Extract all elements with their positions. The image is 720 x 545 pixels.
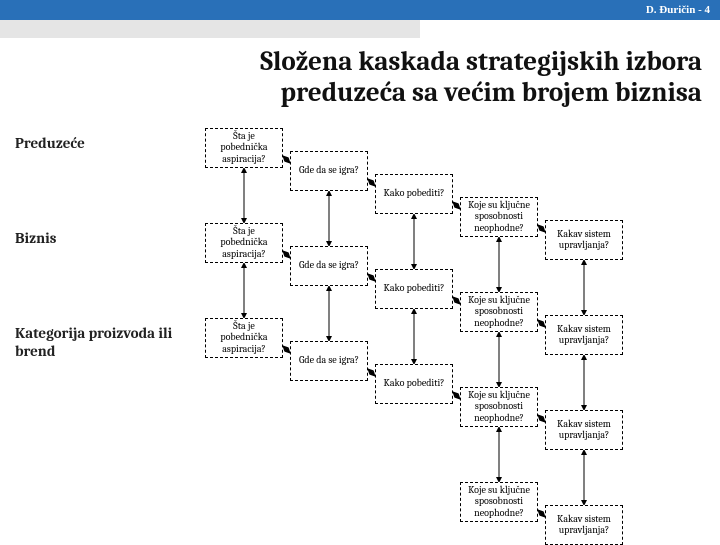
row-label-r2: Biznis: [15, 229, 195, 247]
cascade-box-q2: Gde da se igra?: [290, 341, 368, 381]
cascade-box-q2: Gde da se igra?: [290, 246, 368, 286]
cascade-box-q1: Šta je pobednička aspiracija?: [205, 318, 283, 358]
author-page: D. Đuričin - 4: [646, 4, 710, 16]
row-label-r1: Preduzeće: [15, 134, 195, 152]
cascade-box-q3: Kako pobediti?: [375, 269, 453, 309]
page-title: Složena kaskada strategijskih izbora pre…: [0, 38, 720, 118]
cascade-box-q4: Koje su ključne sposobnosti neophodne?: [460, 387, 538, 427]
cascade-box-q1: Šta je pobednička aspiracija?: [205, 223, 283, 263]
cascade-box-q2: Gde da se igra?: [290, 151, 368, 191]
cascade-box-q3: Kako pobediti?: [375, 364, 453, 404]
cascade-box-q5: Kakav sistem upravljanja?: [545, 410, 623, 450]
cascade-box-q4: Koje su ključne sposobnosti neophodne?: [460, 292, 538, 332]
header-bar: D. Đuričin - 4: [0, 0, 720, 20]
cascade-diagram: Preduzeće Biznis Kategorija proizvoda ili …: [0, 118, 720, 538]
sub-header-bar: [0, 20, 720, 38]
row-label-r3: Kategorija proizvoda ili brend: [15, 324, 195, 360]
cascade-box-q1: Šta je pobednička aspiracija?: [205, 128, 283, 168]
cascade-box-q4: Koje su ključne sposobnosti neophodne?: [460, 197, 538, 237]
cascade-box-q5: Kakav sistem upravljanja?: [545, 315, 623, 355]
cascade-box-q5: Kakav sistem upravljanja?: [545, 505, 623, 545]
cascade-box-q5: Kakav sistem upravljanja?: [545, 220, 623, 260]
cascade-box-q4: Koje su ključne sposobnosti neophodne?: [460, 482, 538, 522]
sub-header-gray: [0, 20, 420, 38]
cascade-box-q3: Kako pobediti?: [375, 174, 453, 214]
